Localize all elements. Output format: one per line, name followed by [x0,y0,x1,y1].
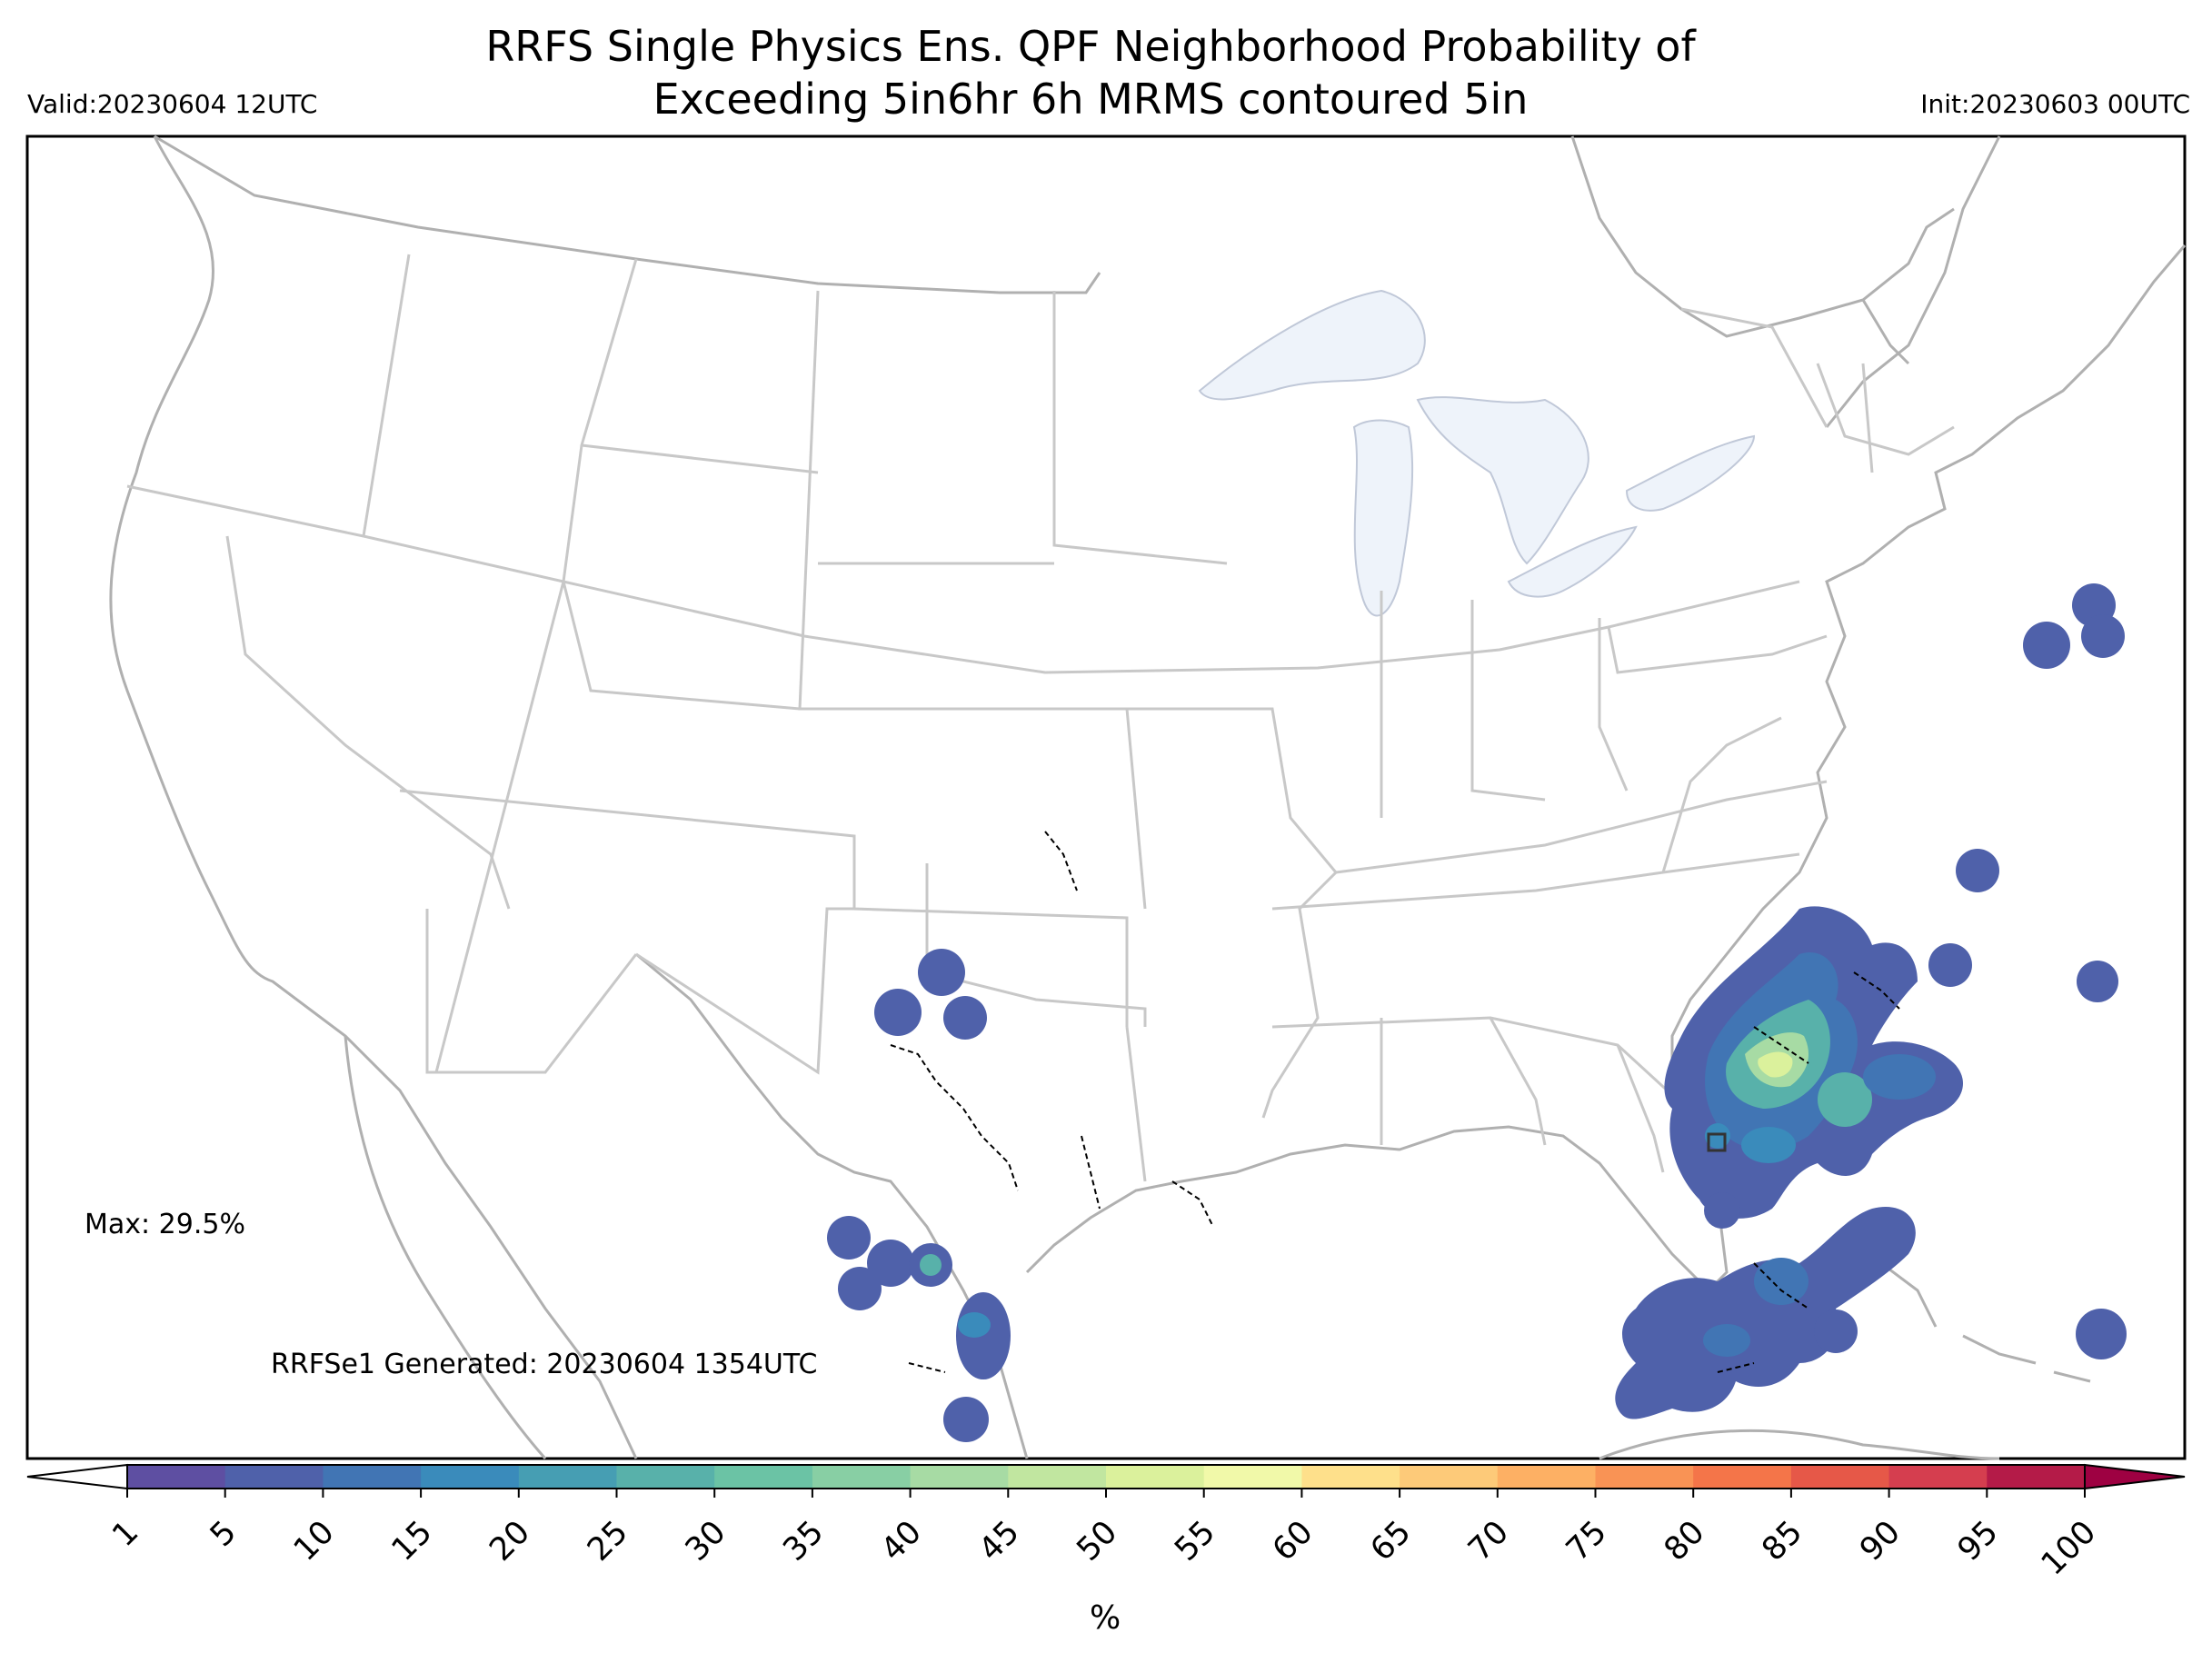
colorbar-segment [1301,1465,1400,1489]
colorbar-tick-label: 35 [776,1514,831,1568]
colorbar-over-arrow [2084,1463,2186,1490]
title-line-1: RRFS Single Physics Ens. QPF Neighborhoo… [485,22,1696,71]
colorbar-tick-label: 30 [679,1514,733,1568]
colorbar-segment [1790,1465,1890,1489]
colorbar-segment [1203,1465,1302,1489]
colorbar-tick-label: 20 [483,1514,537,1568]
colorbar-segment [518,1465,617,1489]
max-value-label: Max: 29.5% [85,1209,245,1240]
colorbar-tick-label: 50 [1071,1514,1125,1568]
title-line-2: Exceeding 5in6hr 6h MRMS contoured 5in [653,75,1529,124]
colorbar-tick-label: 45 [972,1514,1027,1568]
colorbar-tick-label: 100 [2035,1514,2104,1583]
colorbar-segment [1888,1465,1988,1489]
colorbar-segment [1106,1465,1205,1489]
colorbar-tick-label: 40 [874,1514,929,1568]
colorbar-tick-label: 1 [105,1514,145,1554]
colorbar-segment [421,1465,520,1489]
colorbar-segment [1497,1465,1596,1489]
colorbar-unit-label: % [1090,1599,1121,1637]
map-title: RRFS Single Physics Ens. QPF Neighborhoo… [364,20,1818,125]
colorbar-tick-label: 90 [1853,1514,1908,1568]
probability-areas [827,583,2127,1442]
colorbar: 1 5 10 15 20 25 30 35 40 45 50 55 60 65 70 75 80 85 90 95 10… [26,1463,2186,1583]
init-time-label: Init:20230603 00UTC [1920,89,2190,119]
colorbar-segment [714,1465,813,1489]
colorbar-segment [1008,1465,1107,1489]
colorbar-segment [910,1465,1009,1489]
colorbar-segment [1693,1465,1792,1489]
colorbar-tick-label: 70 [1461,1514,1516,1568]
colorbar-ticks: 1 5 10 15 20 25 30 35 40 45 50 55 60 65 70 75 80 85 90 95 10… [105,1489,2103,1583]
colorbar-segment [616,1465,715,1489]
colorbar-tick-label: 25 [581,1514,635,1568]
mrms-contours [890,831,1900,1373]
generated-label: RRFSe1 Generated: 20230604 1354UTC [271,1349,818,1380]
colorbar-tick-label: 55 [1168,1514,1222,1568]
state-borders [126,254,1955,1182]
land-outlines [109,134,2187,1460]
colorbar-segment [812,1465,912,1489]
colorbar-tick-label: 75 [1559,1514,1614,1568]
colorbar-tick-label: 95 [1951,1514,2006,1568]
colorbar-tick-label: 5 [204,1514,244,1554]
colorbar-segment [1595,1465,1694,1489]
valid-time-label: Valid:20230604 12UTC [27,89,318,119]
colorbar-tick-label: 65 [1364,1514,1419,1568]
colorbar-tick-label: 10 [287,1514,342,1568]
colorbar-under-arrow [26,1463,128,1490]
colorbar-segments [127,1465,2086,1489]
colorbar-segment [323,1465,422,1489]
colorbar-tick-label: 80 [1658,1514,1712,1568]
colorbar-segment [224,1465,324,1489]
colorbar-tick-label: 60 [1266,1514,1320,1568]
marker-box [1707,1132,1727,1152]
colorbar-segment [1400,1465,1499,1489]
map-frame [25,134,2187,1460]
great-lakes [1198,289,1756,617]
colorbar-tick-label: 85 [1755,1514,1809,1568]
colorbar-tick-label: 15 [385,1514,440,1568]
colorbar-segment [127,1465,226,1489]
colorbar-segment [1987,1465,2086,1489]
